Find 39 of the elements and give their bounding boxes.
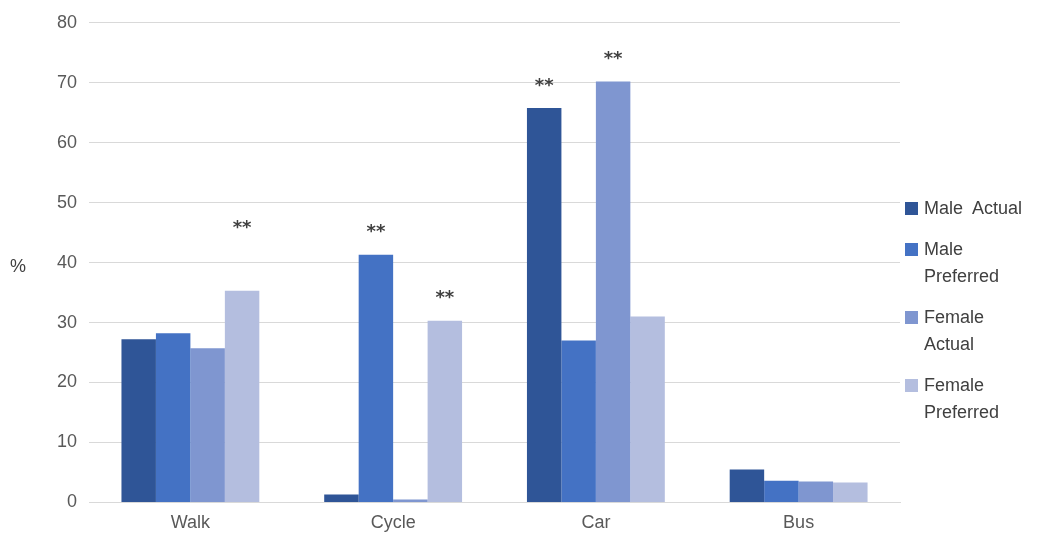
- bar: [190, 348, 225, 502]
- annotation: **: [232, 216, 253, 238]
- annotation: **: [534, 73, 555, 95]
- x-tick-label: Bus: [783, 512, 815, 533]
- y-tick-label: 30: [56, 311, 78, 332]
- bar: [324, 494, 359, 502]
- bar: [224, 290, 260, 502]
- bar: [155, 333, 191, 502]
- legend-label: Male Actual: [924, 197, 1023, 220]
- bar: [526, 107, 562, 502]
- legend-label: Female Preferred: [924, 374, 1001, 424]
- bar: [729, 469, 765, 502]
- y-tick-label: 10: [56, 431, 78, 452]
- x-tick-label: Walk: [170, 512, 212, 533]
- y-tick-label: 50: [56, 191, 78, 212]
- annotation: **: [435, 286, 455, 308]
- bar: [561, 340, 596, 502]
- annotation: **: [366, 220, 386, 242]
- y-tick-label: 60: [56, 131, 78, 152]
- y-axis-title: %: [10, 256, 27, 277]
- y-tick-label: 80: [56, 11, 78, 32]
- legend-label: Female Actual: [924, 306, 986, 356]
- x-tick-label: Cycle: [370, 512, 416, 533]
- bar: [764, 480, 799, 502]
- annotation: **: [603, 47, 624, 69]
- y-tick-label: 0: [67, 491, 78, 512]
- bar: [833, 482, 868, 502]
- legend-label: Male Preferred: [924, 238, 1001, 288]
- y-tick-label: 20: [56, 371, 78, 392]
- bar: [358, 254, 394, 502]
- bar: [393, 499, 428, 502]
- bar: [121, 339, 156, 502]
- bar: [630, 316, 665, 502]
- x-tick-label: Car: [581, 512, 611, 533]
- bar: [595, 81, 631, 502]
- bar: [798, 481, 834, 502]
- y-tick-label: 40: [56, 251, 78, 272]
- y-tick-label: 70: [56, 71, 78, 92]
- bar: [427, 320, 463, 502]
